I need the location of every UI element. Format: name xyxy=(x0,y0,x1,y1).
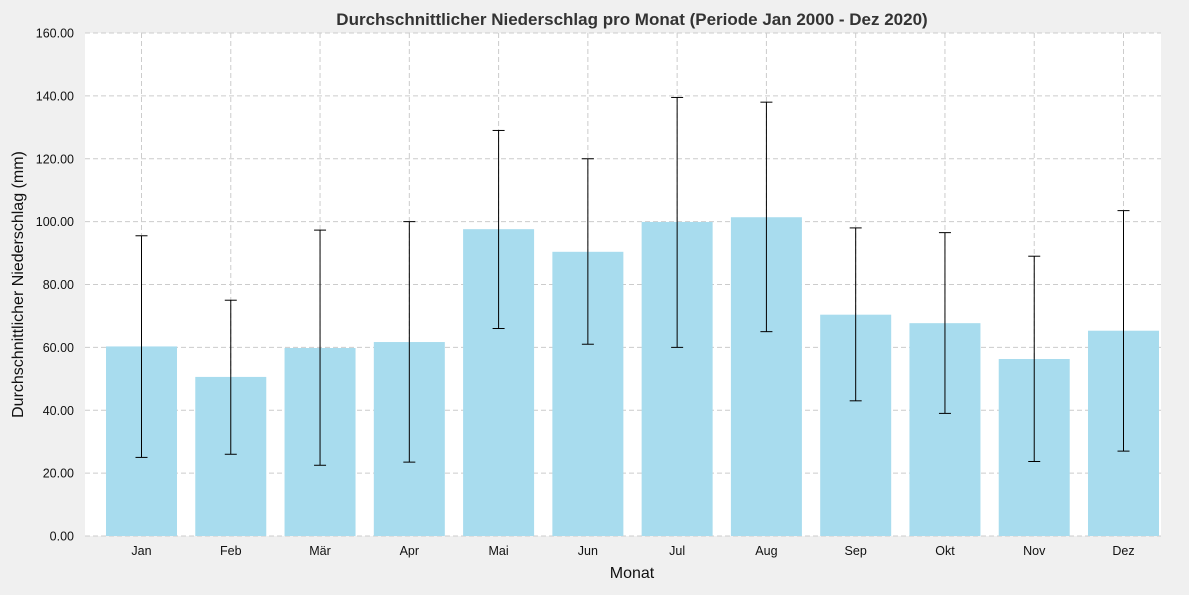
x-tick-label: Mai xyxy=(489,544,509,558)
y-tick-label: 100.00 xyxy=(36,215,74,229)
x-tick-label: Okt xyxy=(935,544,955,558)
x-axis-ticks: Jan Feb Mär Apr Mai Jun Jul Aug Sep Okt Nov Dez xyxy=(131,544,1134,558)
x-tick-label: Jun xyxy=(578,544,598,558)
x-tick-label: Nov xyxy=(1023,544,1046,558)
error-bar-okt xyxy=(938,232,951,414)
error-bar-mai xyxy=(492,129,505,330)
bars xyxy=(106,217,1159,537)
y-tick-label: 140.00 xyxy=(36,89,74,103)
error-bar-aug xyxy=(760,101,773,333)
error-bars xyxy=(135,96,1130,466)
x-tick-label: Mär xyxy=(309,544,331,558)
error-bar-jul xyxy=(671,96,684,348)
y-tick-label: 40.00 xyxy=(43,404,74,418)
chart-title: Durchschnittlicher Niederschlag pro Mona… xyxy=(336,10,927,29)
y-tick-label: 0.00 xyxy=(50,530,74,544)
y-tick-label: 20.00 xyxy=(43,467,74,481)
x-tick-label: Apr xyxy=(400,544,419,558)
y-tick-label: 120.00 xyxy=(36,152,74,166)
x-tick-label: Aug xyxy=(755,544,777,558)
y-tick-label: 160.00 xyxy=(36,27,74,41)
x-tick-label: Feb xyxy=(220,544,242,558)
error-bar-mär xyxy=(314,229,327,466)
error-bar-nov xyxy=(1028,255,1041,462)
error-bar-sep xyxy=(849,227,862,402)
x-tick-label: Jul xyxy=(669,544,685,558)
x-tick-label: Sep xyxy=(845,544,867,558)
x-tick-label: Jan xyxy=(131,544,151,558)
y-axis-ticks: 0.00 20.00 40.00 60.00 80.00 100.00 120.00 140.… xyxy=(36,27,74,544)
y-tick-label: 60.00 xyxy=(43,341,74,355)
y-tick-label: 80.00 xyxy=(43,278,74,292)
error-bar-jun xyxy=(581,158,594,345)
error-bar-feb xyxy=(224,299,237,455)
y-axis-label: Durchschnittlicher Niederschlag (mm) xyxy=(10,151,27,418)
error-bar-apr xyxy=(403,221,416,463)
error-bar-dez xyxy=(1117,210,1130,452)
x-axis-label: Monat xyxy=(610,565,655,582)
error-bar-jan xyxy=(135,235,148,458)
x-tick-label: Dez xyxy=(1112,544,1134,558)
